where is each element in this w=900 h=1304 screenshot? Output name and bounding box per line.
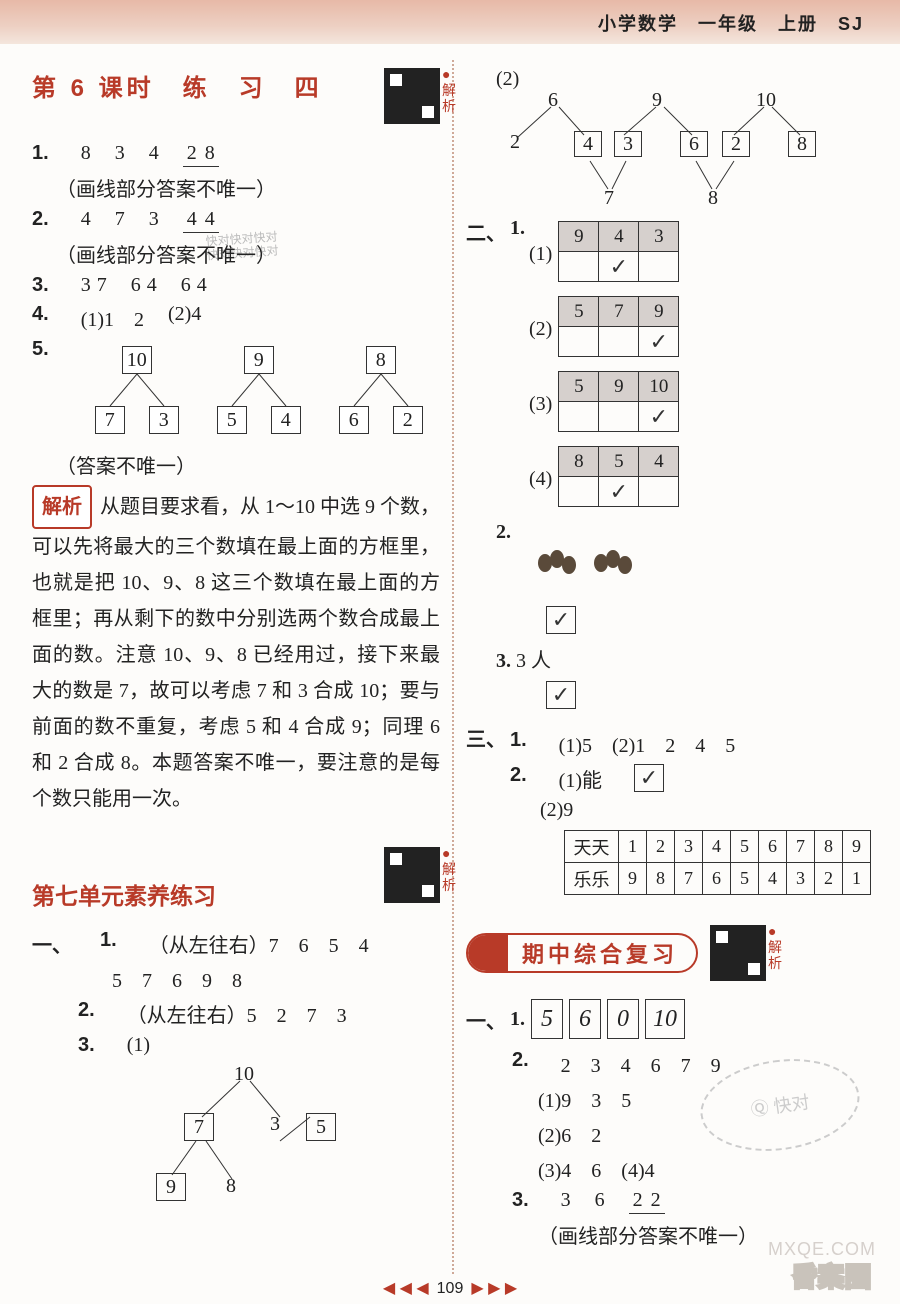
qr-label: ●解析: [442, 68, 462, 116]
q3-line: 3. 37 64 64: [32, 274, 440, 297]
mid-I-3: 3. 36 22: [512, 1189, 872, 1214]
q5-note: （答案不唯一）: [56, 450, 440, 479]
check-icon: [640, 768, 658, 790]
unit7-title: 第七单元素养练习: [32, 877, 216, 911]
bond-10: 1073: [89, 346, 185, 434]
page-header: 小学数学 一年级 上册 SJ: [0, 0, 900, 44]
q5-row: 5. 1073 954 862: [32, 338, 440, 444]
triple-bond: 6 9 10 2 4 3 6 2 8 7 8: [496, 91, 826, 211]
table-II-4: 854: [558, 446, 679, 507]
check-icon: [552, 685, 570, 707]
left-column: 第 6 课时 练 习 四 ●解析 1. 834 28 （画线部分答案不唯一） 2…: [20, 60, 448, 1274]
column-divider: [452, 60, 458, 1274]
mid-I-1: 一、1. 5 6 0 10: [466, 999, 872, 1039]
qr-code-unit7[interactable]: ●解析: [384, 847, 440, 903]
balloon-group-2: [592, 550, 634, 598]
bond-8: 862: [333, 346, 429, 434]
q2-line: 2. 473 44: [32, 208, 440, 233]
balloons-row: [536, 550, 872, 598]
u7-i1b: 5 7 6 9 8: [112, 964, 440, 993]
check-box: [546, 606, 576, 634]
unit7-heading-row: 第七单元素养练习 ●解析: [32, 847, 440, 911]
mid-I-2: 2.2 3 4 6 7 9: [512, 1049, 872, 1078]
digit-boxes: 5 6 0 10: [531, 999, 685, 1039]
page-body: 第 6 课时 练 习 四 ●解析 1. 834 28 （画线部分答案不唯一） 2…: [20, 60, 880, 1274]
lesson-6-title: 第 6 课时 练 习 四: [32, 68, 323, 103]
qr-icon: [384, 68, 440, 124]
balloon-group-1: [536, 550, 578, 598]
q4-line: 4. (1)1 2(2)4: [32, 303, 440, 332]
sec-II-2: 2.: [496, 521, 872, 634]
check-icon: [650, 408, 668, 429]
q2-note: （画线部分答案不唯一）: [56, 239, 440, 268]
sec-II: 二、1. (1) 943 (2) 579 (3) 5910: [466, 217, 872, 517]
check-box: [546, 681, 576, 709]
sec-II-3: 3. 3 人: [496, 644, 872, 709]
explain-badge: 解析: [32, 485, 92, 529]
table-II-3: 5910: [558, 371, 679, 432]
page-footer: ◀ ◀ ◀109▶ ▶ ▶: [0, 1278, 900, 1298]
check-icon: [610, 258, 628, 279]
check-icon: [650, 333, 668, 354]
check-icon: [610, 483, 628, 504]
q5-bonds: 1073 954 862: [89, 346, 429, 434]
r-q2-label: (2): [496, 68, 872, 91]
bond-9: 954: [211, 346, 307, 434]
lesson-6-heading-row: 第 6 课时 练 习 四 ●解析: [32, 68, 440, 124]
mid-I-2-2: (2)6 2: [538, 1119, 872, 1148]
mid-review-pill: 期中综合复习: [466, 933, 698, 973]
mid-I-2-3: (3)4 6 (4)4: [538, 1154, 872, 1183]
q1-note: （画线部分答案不唯一）: [56, 173, 440, 202]
right-column: (2) 6 9 10 2 4 3 6 2 8 7 8 二、1. (: [462, 60, 880, 1274]
qr-icon: [710, 925, 766, 981]
mid-review-banner: 期中综合复习 ●解析: [466, 925, 872, 981]
q1-line: 1. 834 28: [32, 142, 440, 167]
u7-i3: 3.(1): [78, 1034, 440, 1057]
qr-code-midreview[interactable]: ●解析: [710, 925, 766, 981]
table-II-1: 943: [558, 221, 679, 282]
qr-code-lesson6[interactable]: ●解析: [384, 68, 440, 124]
qr-icon: [384, 847, 440, 903]
table-II-2: 579: [558, 296, 679, 357]
footer-watermark-logo: 昏案圈: [791, 1257, 872, 1294]
table-III: 天天 123456789 乐乐 987654321: [564, 830, 871, 895]
mid-I-2-1: (1)9 3 5: [538, 1084, 872, 1113]
u7-i1: 一、1. （从左往右）7 6 5 4: [32, 929, 440, 958]
qr-label: ●解析: [768, 925, 788, 973]
check-icon: [552, 610, 570, 632]
qr-label: ●解析: [442, 847, 462, 895]
bigbond-10: 10 7 3 5 9 8: [152, 1063, 352, 1203]
check-box: [634, 764, 664, 792]
explain-paragraph: 解析从题目要求看，从 1～10 中选 9 个数，可以先将最大的三个数填在最上面的…: [32, 485, 440, 817]
sec-III: 三、 1.(1)5 (2)1 2 4 5 2.(1)能 (2)9 天天 1234…: [466, 723, 872, 895]
u7-i2: 2.（从左往右）5 2 7 3: [78, 999, 440, 1028]
